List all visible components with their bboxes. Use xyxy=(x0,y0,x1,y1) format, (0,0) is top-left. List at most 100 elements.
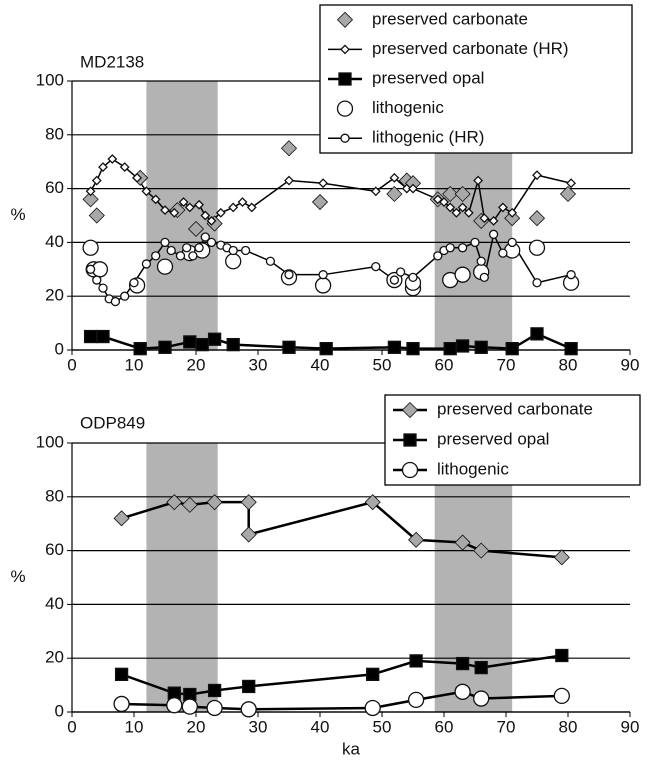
marker xyxy=(240,494,257,511)
marker xyxy=(182,243,192,253)
marker xyxy=(160,205,170,216)
marker xyxy=(445,243,455,253)
marker xyxy=(206,215,217,226)
marker xyxy=(150,194,161,205)
shaded-band xyxy=(146,443,218,712)
marker xyxy=(530,327,544,341)
marker xyxy=(408,272,418,283)
marker xyxy=(207,683,222,698)
marker xyxy=(555,648,569,663)
marker xyxy=(240,701,257,718)
marker xyxy=(401,461,419,479)
marker xyxy=(181,496,198,513)
x-tick-label: 40 xyxy=(311,717,330,736)
marker xyxy=(181,698,198,715)
marker xyxy=(473,690,490,707)
marker xyxy=(498,248,508,258)
legend-label: preserved carbonate (HR) xyxy=(372,39,569,58)
y-tick-label: 20 xyxy=(45,648,64,667)
x-tick-label: 40 xyxy=(311,355,330,374)
marker xyxy=(474,340,488,354)
x-tick-label: 90 xyxy=(621,717,640,736)
marker xyxy=(194,199,205,210)
legend-label: lithogenic (HR) xyxy=(372,128,484,147)
marker xyxy=(457,202,468,213)
marker xyxy=(318,178,329,189)
x-tick-label: 20 xyxy=(187,717,206,736)
marker xyxy=(479,213,490,224)
marker xyxy=(433,251,443,261)
marker xyxy=(566,178,577,189)
marker xyxy=(455,656,470,671)
marker xyxy=(225,253,242,270)
marker xyxy=(553,687,570,705)
marker xyxy=(439,197,449,207)
marker xyxy=(119,162,130,172)
marker xyxy=(454,534,471,551)
marker xyxy=(409,654,423,668)
marker xyxy=(265,256,276,266)
marker xyxy=(408,183,418,194)
x-tick-label: 70 xyxy=(497,717,516,736)
marker xyxy=(113,695,130,713)
legend-label: lithogenic xyxy=(437,459,509,478)
marker xyxy=(445,202,456,213)
marker xyxy=(370,186,381,197)
marker xyxy=(451,207,462,218)
marker xyxy=(169,207,180,218)
marker xyxy=(454,266,471,283)
marker xyxy=(564,342,578,356)
marker xyxy=(553,549,570,566)
marker xyxy=(226,337,240,352)
y-tick-label: 60 xyxy=(45,540,64,559)
marker xyxy=(187,220,205,238)
marker xyxy=(113,510,130,527)
x-tick-label: 60 xyxy=(435,355,454,374)
marker xyxy=(364,494,381,511)
marker xyxy=(88,207,105,224)
marker xyxy=(151,251,161,261)
marker xyxy=(566,270,576,280)
marker xyxy=(401,401,419,419)
y-tick-label: 100 xyxy=(36,70,64,89)
marker xyxy=(284,270,294,280)
marker xyxy=(133,342,147,356)
marker xyxy=(156,258,174,275)
y-tick-label: 40 xyxy=(45,232,64,251)
x-tick-label: 10 xyxy=(125,717,144,736)
marker xyxy=(497,202,508,213)
x-tick-label: 30 xyxy=(249,717,268,736)
panel-title: MD2138 xyxy=(80,52,144,71)
marker xyxy=(85,186,96,197)
marker xyxy=(387,340,402,354)
legend-label: preserved opal xyxy=(437,429,549,448)
marker xyxy=(120,291,130,301)
marker xyxy=(166,494,183,511)
marker xyxy=(184,202,195,213)
marker xyxy=(242,679,256,694)
marker xyxy=(470,237,480,248)
marker xyxy=(91,175,102,186)
marker xyxy=(166,697,183,714)
x-tick-label: 10 xyxy=(125,355,144,374)
y-tick-label: 80 xyxy=(45,124,64,143)
marker xyxy=(246,202,257,213)
marker xyxy=(408,531,425,548)
marker xyxy=(488,215,499,226)
marker xyxy=(389,172,400,183)
x-tick-label: 0 xyxy=(67,717,76,736)
marker xyxy=(479,272,489,283)
marker xyxy=(206,699,223,717)
marker xyxy=(386,185,403,203)
x-tick-label: 80 xyxy=(559,717,578,736)
x-tick-label: 50 xyxy=(373,355,392,374)
marker xyxy=(507,207,518,218)
legend-box xyxy=(319,4,633,154)
marker xyxy=(92,275,102,285)
marker xyxy=(473,542,490,559)
marker xyxy=(98,162,108,172)
marker xyxy=(240,245,251,256)
marker xyxy=(406,342,420,356)
x-tick-label: 90 xyxy=(621,355,640,374)
